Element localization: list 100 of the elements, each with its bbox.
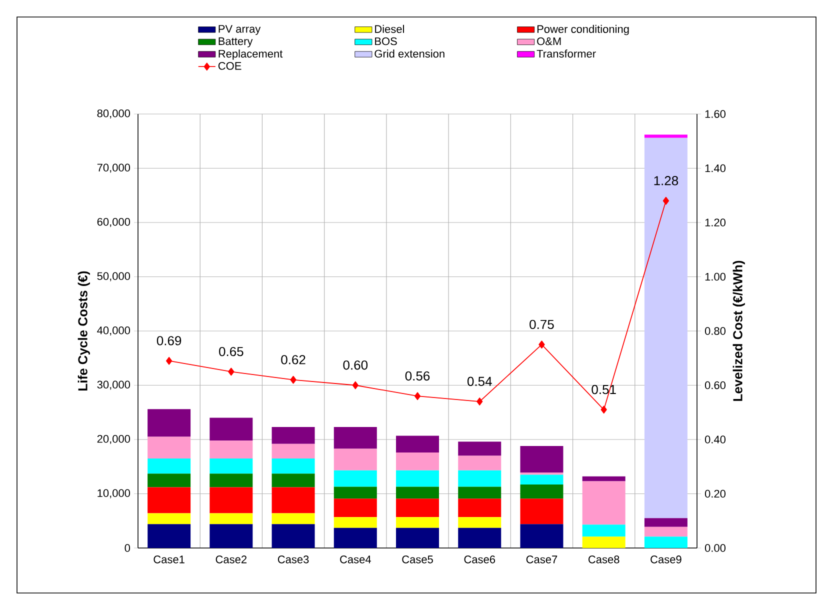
y-tick-label: 20,000 <box>97 434 130 444</box>
legend-label: COE <box>218 62 242 70</box>
bar <box>334 486 377 499</box>
x-tick-label: Case3 <box>278 556 309 564</box>
x-tick-label: Case5 <box>402 556 433 564</box>
bar <box>644 536 688 548</box>
bar <box>396 470 440 487</box>
bar <box>520 498 564 524</box>
bar <box>148 409 191 437</box>
legend-label: Replacement <box>218 50 283 60</box>
bar <box>334 448 377 470</box>
point <box>166 356 172 365</box>
bar <box>210 487 253 514</box>
bar <box>458 517 502 528</box>
legend-label: Power conditioning <box>537 24 629 36</box>
y2-tick-label: 0.00 <box>704 544 726 552</box>
data-label: 0.65 <box>219 346 244 356</box>
y-tick-label: 70,000 <box>97 164 130 173</box>
legend-label: Transformer <box>536 50 596 58</box>
data-label: 0.56 <box>405 371 430 381</box>
bar <box>148 513 191 524</box>
point <box>414 392 421 400</box>
y2-tick-label: 0.40 <box>704 436 726 444</box>
bar <box>520 446 564 473</box>
data-label: 0.54 <box>467 376 492 386</box>
bar <box>148 474 191 488</box>
bar <box>458 470 502 487</box>
bar <box>644 134 688 138</box>
bar <box>148 458 191 474</box>
point <box>662 196 670 205</box>
y2-tick-label: 0.20 <box>704 490 726 498</box>
point <box>352 381 358 390</box>
data-label: 0.69 <box>156 336 182 346</box>
bar <box>458 442 502 456</box>
bar <box>272 474 315 488</box>
y-tick-label: 40,000 <box>97 326 130 336</box>
legend-label: Grid extension <box>374 50 444 58</box>
bar <box>334 517 377 528</box>
x-tick-label: Case8 <box>588 556 620 564</box>
bar <box>396 528 440 548</box>
bar <box>272 524 315 548</box>
bar <box>582 481 626 525</box>
y2-tick-label: 1.20 <box>705 218 726 226</box>
x-tick-label: Case4 <box>340 556 371 564</box>
y2-tick-label: 0.80 <box>704 327 726 335</box>
x-tick-label: Case2 <box>216 556 247 564</box>
y2-tick-label: 1.00 <box>705 272 726 281</box>
y2-tick-label: 1.60 <box>705 110 726 118</box>
point <box>538 340 545 349</box>
x-tick-label: Case6 <box>464 556 496 564</box>
bar <box>458 498 502 518</box>
bar <box>210 458 253 474</box>
bar <box>210 513 253 524</box>
data-label: 1.28 <box>654 176 678 186</box>
y-tick-label: 10,000 <box>98 489 130 498</box>
bar <box>644 138 688 518</box>
y-tick-label: 60,000 <box>97 218 130 228</box>
bar <box>396 452 440 470</box>
bar <box>148 524 191 548</box>
y-tick-label: 0 <box>124 544 130 552</box>
x-tick-label: Case1 <box>154 556 184 564</box>
bar <box>520 524 564 548</box>
bar <box>520 474 564 485</box>
y-tick-label: 50,000 <box>97 272 130 282</box>
bar <box>210 524 253 548</box>
bar <box>334 427 377 449</box>
bar <box>582 476 626 482</box>
bar <box>644 526 688 537</box>
bar <box>272 513 315 524</box>
x-tick-label: Case9 <box>650 556 682 564</box>
y2-axis-title: Levelized Cost (€/kWh) <box>732 260 745 401</box>
bar <box>520 484 564 499</box>
legend-label: BOS <box>375 37 397 46</box>
data-label: 0.62 <box>281 355 306 364</box>
bar <box>210 440 253 458</box>
bar <box>334 470 377 487</box>
bar <box>334 528 377 548</box>
point <box>600 406 607 414</box>
bar <box>582 536 626 548</box>
bar <box>148 487 191 514</box>
bar <box>272 444 315 458</box>
bar <box>210 418 253 441</box>
y2-tick-label: 1.40 <box>705 164 726 172</box>
data-label: 0.75 <box>530 320 554 330</box>
bar <box>396 486 440 499</box>
point <box>290 376 296 384</box>
legend-label: Battery <box>218 37 253 48</box>
bar <box>334 498 377 518</box>
legend-label: PV array <box>218 25 261 35</box>
legend-label: O&M <box>537 37 561 46</box>
x-tick-label: Case7 <box>526 556 558 564</box>
bar <box>458 486 502 499</box>
bar <box>582 524 626 537</box>
point <box>476 398 483 406</box>
y-tick-label: 80,000 <box>97 109 130 119</box>
bar <box>396 517 440 528</box>
y2-tick-label: 0.60 <box>704 381 726 390</box>
bar <box>148 436 191 458</box>
bar <box>210 474 253 488</box>
bar <box>272 487 315 514</box>
